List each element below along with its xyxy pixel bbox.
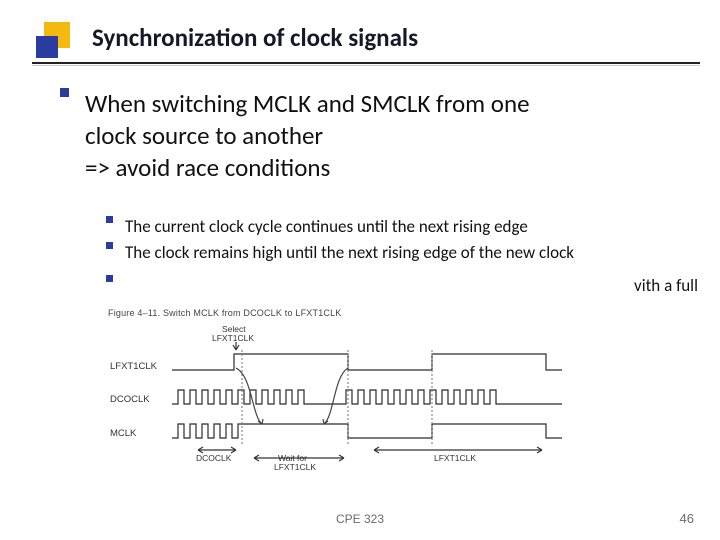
main-bullet-text: When switching MCLK and SMCLK from one c… — [85, 88, 530, 184]
footer-center: CPE 323 — [0, 512, 720, 526]
main-line-2: clock source to another — [85, 120, 323, 151]
wait-label-l2: LFXT1CLK — [274, 462, 316, 472]
bullet-square-icon — [106, 216, 113, 223]
title-rule — [32, 62, 700, 64]
accent-blue-square — [36, 36, 58, 58]
sub-bullet-3: vith a full — [106, 275, 698, 297]
sub-bullet-2-text: The clock remains high until the next ri… — [125, 242, 698, 264]
waveform-svg — [102, 306, 572, 474]
bullet-square-icon — [106, 275, 113, 282]
sub-bullet-2: The clock remains high until the next ri… — [106, 242, 698, 264]
row-label-lfxt1clk: LFXT1CLK — [110, 361, 157, 372]
sub-bullet-1-text: The current clock cycle continues until … — [125, 216, 698, 238]
title-rule-shadow — [32, 65, 700, 66]
sub-bullet-1: The current clock cycle continues until … — [106, 216, 698, 238]
bottom-label-dcoclk: DCOCLK — [196, 453, 231, 463]
main-bullet: When switching MCLK and SMCLK from one c… — [60, 88, 690, 184]
slide-title: Synchronization of clock signals — [92, 22, 418, 53]
row-label-mclk: MCLK — [110, 428, 136, 439]
main-line-1: When switching MCLK and SMCLK from one — [85, 88, 530, 119]
bottom-label-lfxt1: LFXT1CLK — [434, 453, 476, 463]
row-label-dcoclk: DCOCLK — [110, 394, 150, 405]
timing-diagram: Figure 4–11. Switch MCLK from DCOCLK to … — [102, 306, 572, 474]
bullet-square-icon — [106, 242, 113, 249]
main-line-3: => avoid race conditions — [85, 152, 330, 183]
title-accent — [36, 22, 72, 58]
sub-bullet-3-fragment: vith a full — [125, 275, 698, 297]
sub-bullet-list: The current clock cycle continues until … — [106, 216, 698, 301]
diagram-caption: Figure 4–11. Switch MCLK from DCOCLK to … — [108, 308, 342, 318]
select-label-sub: LFXT1CLK — [212, 333, 254, 343]
footer-page-number: 46 — [680, 511, 694, 526]
bullet-square-icon — [60, 88, 69, 97]
